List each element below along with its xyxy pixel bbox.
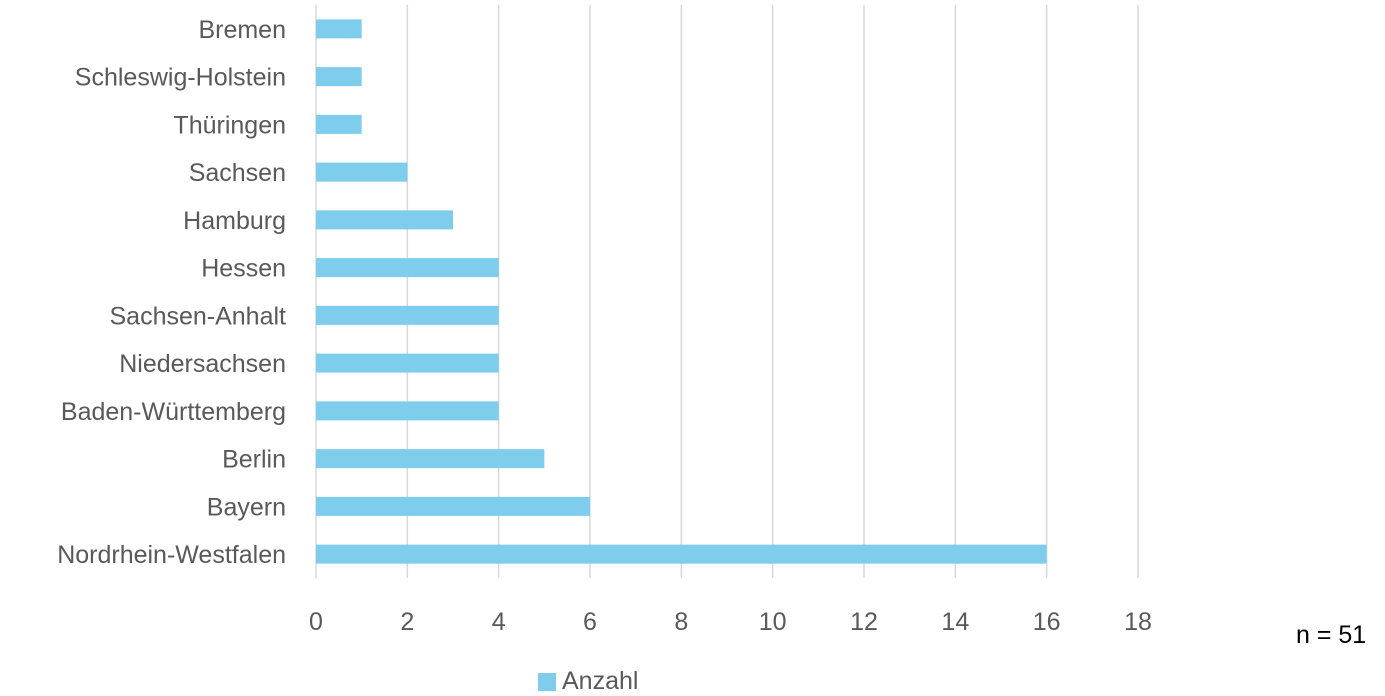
legend-label: Anzahl <box>562 667 639 695</box>
bar-sachsen <box>316 162 408 182</box>
x-tick-label: 4 <box>492 608 506 636</box>
bar-niedersachsen <box>316 353 499 373</box>
category-label: Bremen <box>198 16 286 44</box>
bar-schleswig-holstein <box>316 67 362 87</box>
x-tick-label: 18 <box>1124 608 1152 636</box>
category-label: Baden-Württemberg <box>61 398 286 426</box>
x-tick-label: 14 <box>941 608 969 636</box>
sample-size-note: n = 51 <box>1296 621 1367 649</box>
category-label: Niedersachsen <box>119 350 286 378</box>
legend-swatch <box>538 672 556 691</box>
x-tick-label: 12 <box>850 608 878 636</box>
category-label: Thüringen <box>173 111 286 139</box>
category-label: Hessen <box>201 255 286 283</box>
x-tick-label: 10 <box>759 608 787 636</box>
category-label: Bayern <box>207 493 286 521</box>
x-tick-label: 0 <box>309 608 323 636</box>
x-tick-label: 16 <box>1033 608 1061 636</box>
bar-nordrhein-westfalen <box>316 544 1047 564</box>
bar-hamburg <box>316 210 453 230</box>
bar-berlin <box>316 449 545 469</box>
category-label: Nordrhein-Westfalen <box>57 541 286 569</box>
x-tick-label: 2 <box>400 608 414 636</box>
x-tick-label: 6 <box>583 608 597 636</box>
bar-hessen <box>316 258 499 278</box>
category-label: Sachsen-Anhalt <box>109 302 286 330</box>
bar-bayern <box>316 496 590 516</box>
x-tick-label: 8 <box>674 608 688 636</box>
bar-bremen <box>316 19 362 39</box>
category-label: Schleswig-Holstein <box>75 64 286 92</box>
category-label: Sachsen <box>189 159 286 187</box>
bar-thüringen <box>316 114 362 134</box>
bar-baden-württemberg <box>316 401 499 421</box>
category-label: Berlin <box>222 446 286 474</box>
category-label: Hamburg <box>183 207 286 235</box>
bar-sachsen-anhalt <box>316 305 499 325</box>
legend: Anzahl <box>538 667 638 696</box>
